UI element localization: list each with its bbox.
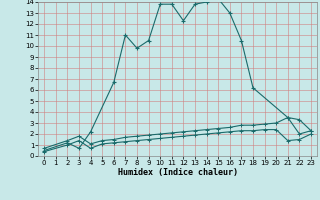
X-axis label: Humidex (Indice chaleur): Humidex (Indice chaleur) xyxy=(118,168,238,177)
